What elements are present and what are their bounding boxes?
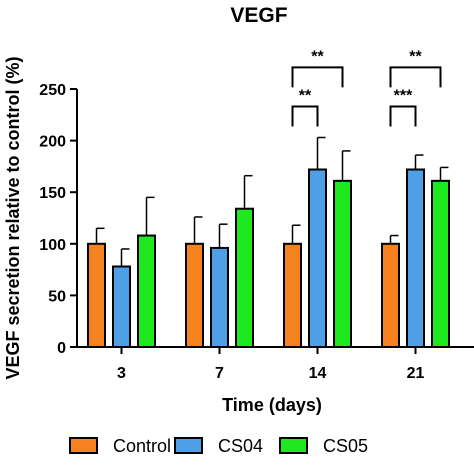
significance-label: ** [311, 48, 324, 65]
y-tick-label: 100 [39, 237, 66, 254]
bar-cs05 [333, 179, 352, 348]
y-tick-label: 0 [57, 340, 66, 357]
bar-control [381, 242, 400, 348]
bar-cs04 [210, 246, 229, 348]
bar-cs05 [137, 234, 156, 349]
significance-label: ** [409, 48, 422, 65]
x-tick-label: 21 [407, 365, 425, 382]
legend-label-control: Control [113, 436, 171, 456]
legend: Control CS04 CS05 [69, 436, 368, 456]
x-tick-label: 14 [309, 365, 327, 382]
significance-label: *** [394, 88, 413, 105]
significance-bracket [291, 105, 319, 127]
bar-control [87, 242, 106, 348]
bar-cs04 [406, 168, 425, 348]
bar-control [185, 242, 204, 348]
significance-bracket [291, 66, 344, 88]
legend-swatch-cs05 [279, 437, 308, 454]
legend-swatch-cs04 [174, 437, 203, 454]
bar-control [283, 242, 302, 348]
chart-title: VEGF [230, 4, 287, 27]
bar-cs05 [431, 179, 450, 348]
legend-label-cs05: CS05 [323, 436, 368, 456]
y-tick-label: 50 [48, 288, 66, 305]
x-axis-title: Time (days) [222, 395, 322, 415]
bar-cs05 [235, 207, 254, 348]
significance-bracket [389, 66, 442, 88]
legend-label-cs04: CS04 [218, 436, 263, 456]
y-tick-label: 200 [39, 134, 66, 151]
significance-bracket [389, 105, 417, 127]
y-tick-label: 150 [39, 185, 66, 202]
y-tick-label: 250 [39, 82, 66, 99]
significance-label: ** [299, 88, 312, 105]
bar-cs04 [112, 265, 131, 348]
bar-cs04 [308, 168, 327, 348]
x-tick-label: 3 [117, 365, 126, 382]
legend-swatch-control [69, 437, 98, 454]
y-axis-title: VEGF secretion relative to control (%) [3, 56, 23, 379]
x-tick-label: 7 [215, 365, 224, 382]
